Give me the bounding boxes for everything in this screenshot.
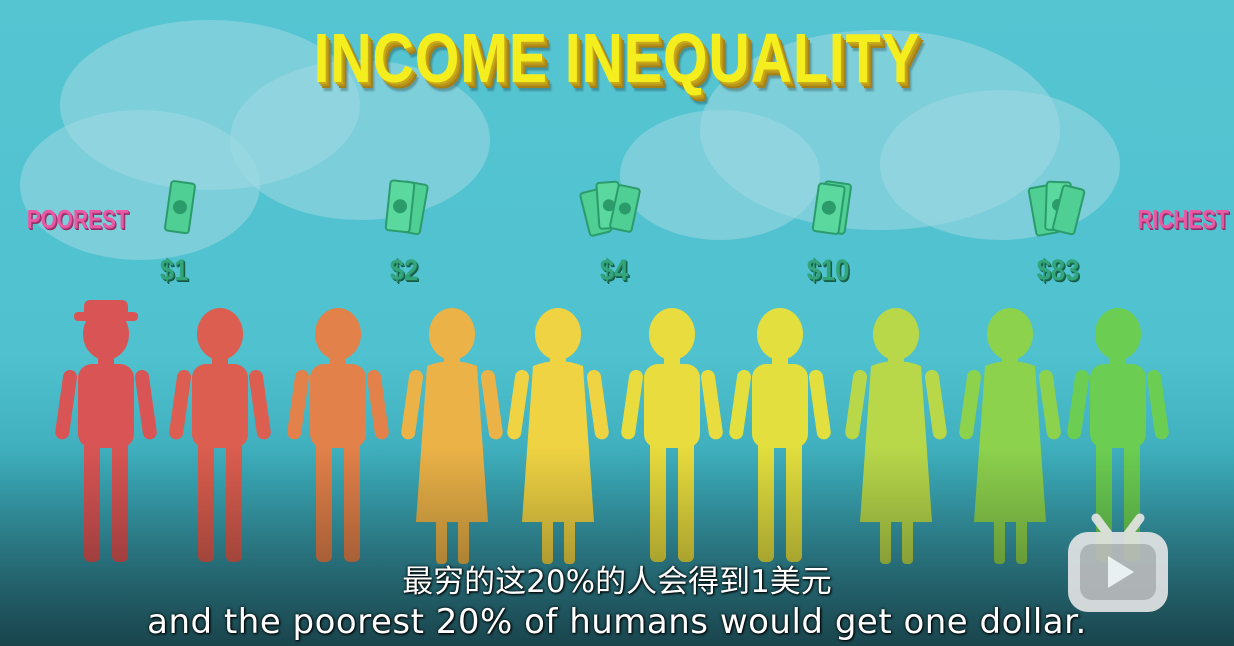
subtitle-english: and the poorest 20% of humans would get … bbox=[147, 602, 1087, 642]
money-stack-icon bbox=[579, 180, 641, 237]
label-poorest: POOREST bbox=[26, 204, 129, 234]
person-figure bbox=[621, 308, 723, 562]
money-bills-icon bbox=[384, 179, 429, 236]
cloud bbox=[230, 60, 490, 220]
video-title: INCOME INEQUALITY bbox=[313, 19, 921, 97]
person-figure bbox=[729, 308, 831, 562]
person-figure bbox=[507, 308, 609, 564]
person-figure bbox=[55, 300, 157, 562]
amount-label: $4 bbox=[599, 254, 629, 287]
amount-label: $10 bbox=[806, 254, 850, 287]
person-figure bbox=[959, 308, 1061, 564]
person-figure bbox=[169, 308, 271, 562]
cloud bbox=[880, 90, 1120, 240]
amount-label: $1 bbox=[159, 254, 189, 287]
person-figure bbox=[845, 308, 947, 564]
bottom-shade bbox=[0, 446, 1234, 646]
subtitle-chinese: 最穷的这20%的人会得到1美元 bbox=[402, 564, 832, 600]
label-richest: RICHEST bbox=[1137, 204, 1229, 234]
amount-label: $2 bbox=[389, 254, 419, 287]
bilibili-tv-icon bbox=[1068, 513, 1168, 612]
money-stack-icon bbox=[1027, 180, 1086, 237]
money-bill-icon bbox=[164, 180, 196, 235]
amount-label: $83 bbox=[1036, 254, 1080, 287]
person-figure bbox=[287, 308, 389, 562]
cloud bbox=[620, 110, 820, 240]
person-figure bbox=[1067, 308, 1169, 562]
money-bill-icon bbox=[811, 180, 852, 235]
cloud bbox=[20, 110, 260, 260]
person-figure bbox=[401, 308, 503, 564]
